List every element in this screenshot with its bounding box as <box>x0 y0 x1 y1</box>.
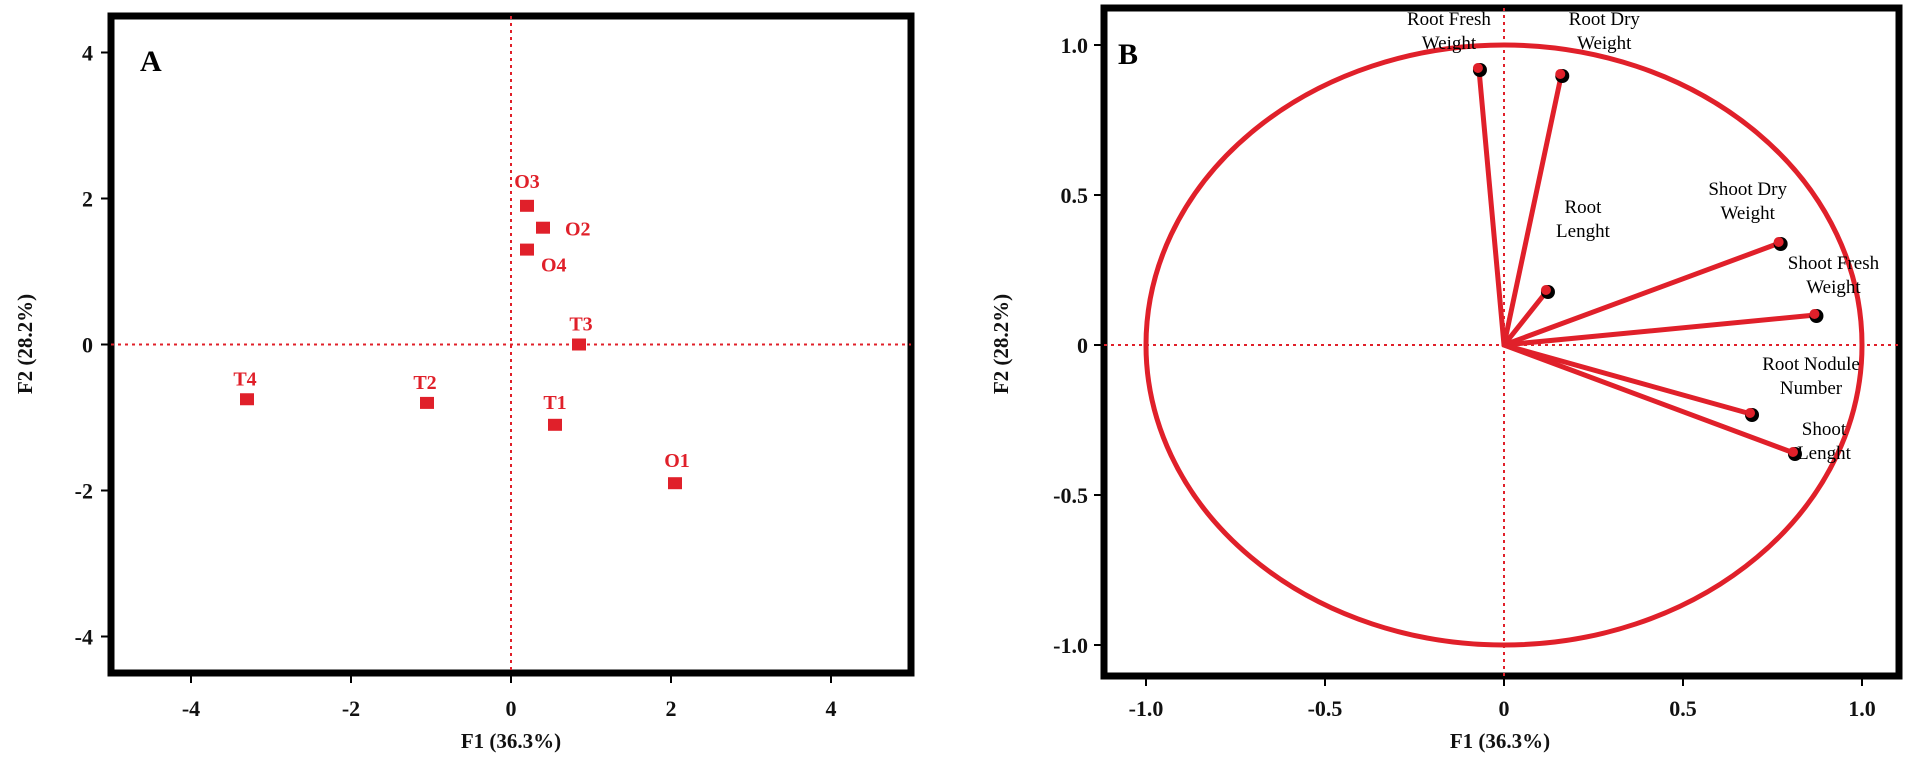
panel-a-y-ticks: 4 2 0 -2 -4 <box>75 41 108 650</box>
point-label-t3: T3 <box>569 314 592 336</box>
panel-b-x-axis-label: F1 (36.3%) <box>1450 729 1550 753</box>
correlation-circle-panel-b: -1.0 -0.5 0 0.5 1.0 1.0 0.5 0 -0.5 -1.0 Root Fre… <box>989 4 1903 753</box>
vector-label-shoot-fresh-weight: Shoot Fresh Weight <box>1788 253 1880 298</box>
vector-shoot-fresh-weight <box>1501 312 1818 348</box>
vector-shoot-lenght <box>1501 342 1797 456</box>
vector-label-root-lenght: Root Lenght <box>1556 197 1611 242</box>
vector-label-root-nodule-number: Root Nodule Number <box>1762 354 1860 399</box>
y-tick-label: -0.5 <box>1053 483 1088 508</box>
point-label-t2: T2 <box>413 372 436 394</box>
data-point-t2 <box>420 396 434 409</box>
x-tick-label: -1.0 <box>1129 696 1164 721</box>
y-tick-label: -4 <box>75 625 93 650</box>
vector-tip-fill-shoot-fresh-weight <box>1809 309 1820 319</box>
data-point-t4 <box>240 393 254 406</box>
panel-a-x-ticks: -4 -2 0 2 4 <box>182 676 837 721</box>
data-point-o1 <box>668 477 682 490</box>
vector-tip-fill-root-nodule-number <box>1745 408 1756 418</box>
x-tick-label: 4 <box>826 696 837 721</box>
y-tick-label: 0.5 <box>1061 183 1089 208</box>
y-tick-label: 1.0 <box>1061 33 1089 58</box>
vector-root-nodule-number <box>1501 342 1754 417</box>
vector-shoot-dry-weight <box>1501 240 1783 348</box>
panel-b-x-ticks: -1.0 -0.5 0 0.5 1.0 <box>1129 679 1876 721</box>
x-tick-label: -4 <box>182 696 200 721</box>
vector-tip-fill-root-fresh-weight <box>1472 63 1483 73</box>
data-point-o4 <box>520 243 534 256</box>
vector-tip-fill-shoot-dry-weight <box>1773 237 1784 247</box>
vector-tip-fill-shoot-lenght <box>1787 447 1798 457</box>
panel-a-x-axis-label: F1 (36.3%) <box>461 729 561 753</box>
vector-root-fresh-weight <box>1476 66 1507 348</box>
point-label-o1: O1 <box>664 450 690 472</box>
vector-root-lenght <box>1501 288 1550 348</box>
point-label-o4: O4 <box>541 255 567 277</box>
panel-a-y-axis-label: F2 (28.2%) <box>13 294 37 394</box>
vector-tip-fill-root-lenght <box>1540 285 1551 295</box>
panel-b-vectors: Root Fresh Weight Root Dry Weight Root Lenght… <box>1407 9 1880 464</box>
vector-label-shoot-dry-weight: Shoot Dry Weight <box>1708 179 1787 224</box>
scatter-panel-a: -4 -2 0 2 4 4 2 0 -2 -4 O3 O2 O4 T3 T4 T2 T1 O1 A F1 (3… <box>13 12 915 753</box>
x-tick-label: 0.5 <box>1669 696 1697 721</box>
y-tick-label: 0 <box>1077 333 1088 358</box>
x-tick-label: 0 <box>1499 696 1510 721</box>
correlation-circle <box>1143 42 1865 648</box>
panel-a-letter: A <box>140 45 162 78</box>
panel-b-y-ticks: 1.0 0.5 0 -0.5 -1.0 <box>1053 33 1101 658</box>
point-label-o2: O2 <box>565 219 591 241</box>
y-tick-label: -2 <box>75 479 93 504</box>
panel-b-y-axis-label: F2 (28.2%) <box>989 294 1013 394</box>
x-tick-label: 1.0 <box>1848 696 1876 721</box>
data-point-t3 <box>572 338 586 351</box>
point-label-o3: O3 <box>514 171 540 193</box>
panel-a-points: O3 O2 O4 T3 T4 T2 T1 O1 <box>233 171 690 490</box>
vector-label-root-fresh-weight: Root Fresh Weight <box>1407 9 1491 54</box>
y-tick-label: 2 <box>82 187 93 212</box>
vector-label-shoot-lenght: Shoot Lenght <box>1797 419 1852 464</box>
vector-label-root-dry-weight: Root Dry Weight <box>1569 9 1641 54</box>
data-point-o2 <box>536 221 550 234</box>
data-point-o3 <box>520 199 534 212</box>
x-tick-label: 2 <box>666 696 677 721</box>
vector-root-dry-weight <box>1501 72 1564 348</box>
data-point-t1 <box>548 418 562 431</box>
point-label-t1: T1 <box>543 392 566 414</box>
x-tick-label: -0.5 <box>1308 696 1343 721</box>
panel-b-letter: B <box>1118 38 1138 71</box>
y-tick-label: -1.0 <box>1053 633 1088 658</box>
x-tick-label: 0 <box>506 696 517 721</box>
vector-tip-fill-root-dry-weight <box>1555 69 1566 79</box>
x-tick-label: -2 <box>342 696 360 721</box>
y-tick-label: 0 <box>82 333 93 358</box>
y-tick-label: 4 <box>82 41 93 66</box>
point-label-t4: T4 <box>233 368 256 390</box>
